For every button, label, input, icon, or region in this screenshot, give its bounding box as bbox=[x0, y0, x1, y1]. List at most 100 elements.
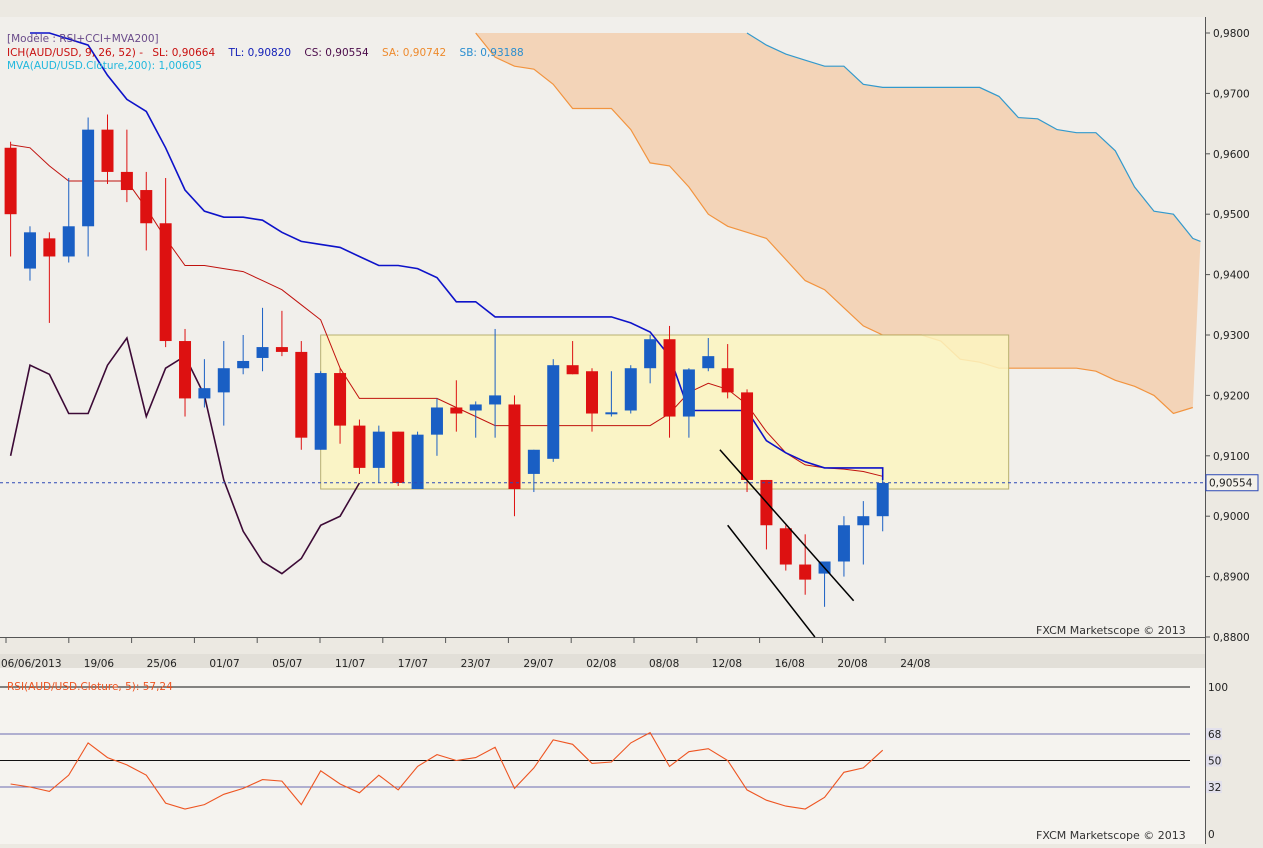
candle bbox=[82, 117, 95, 257]
candle bbox=[586, 368, 598, 432]
date-tick-label: 16/08 bbox=[775, 658, 805, 670]
candle bbox=[876, 479, 889, 532]
cloud-fill bbox=[475, 33, 1201, 414]
candle-body bbox=[586, 371, 598, 414]
rsi-tick-label: 0 bbox=[1208, 829, 1215, 841]
date-tick-label: 06/06/2013 bbox=[1, 658, 62, 670]
candle bbox=[159, 177, 172, 348]
price-tick-label: 0,8900 bbox=[1213, 572, 1250, 584]
candle-body bbox=[4, 147, 17, 215]
date-tick-label: 01/07 bbox=[209, 658, 239, 670]
candle-body bbox=[489, 395, 502, 405]
candle-body bbox=[353, 425, 366, 468]
candle-body bbox=[799, 564, 812, 580]
candle-body bbox=[275, 347, 288, 352]
candle-body bbox=[334, 373, 347, 426]
rsi-tick-label: 50 bbox=[1208, 756, 1221, 768]
candle-body bbox=[741, 392, 754, 480]
candle-body bbox=[527, 449, 540, 474]
candle bbox=[179, 328, 192, 417]
candle bbox=[101, 114, 114, 184]
rsi-level-badge bbox=[1206, 754, 1222, 767]
candle bbox=[663, 325, 676, 438]
legend-sb: SB: 0,93188 bbox=[460, 47, 524, 59]
trendline bbox=[719, 449, 855, 602]
candle-body bbox=[256, 347, 269, 358]
date-tick-label: 02/08 bbox=[586, 658, 616, 670]
candle bbox=[198, 359, 211, 408]
candle-body bbox=[120, 171, 133, 191]
date-tick-label: 29/07 bbox=[523, 658, 553, 670]
candle bbox=[682, 368, 695, 438]
candle bbox=[489, 328, 502, 438]
tenkan-sen-line bbox=[30, 32, 884, 480]
candle-body bbox=[837, 525, 850, 562]
legend-ichimoku: ICH(AUD/USD, 9, 26, 52) - SL: 0,90664 TL… bbox=[7, 47, 524, 59]
candle-body bbox=[179, 341, 192, 399]
candle-body bbox=[295, 351, 308, 438]
candle-body bbox=[547, 365, 560, 459]
candle bbox=[721, 344, 734, 399]
candle-body bbox=[82, 129, 95, 227]
date-tick-label: 20/08 bbox=[837, 658, 867, 670]
candle-body bbox=[159, 223, 172, 342]
date-tick-label: 25/06 bbox=[147, 658, 178, 670]
price-tick-label: 0,9400 bbox=[1213, 270, 1250, 282]
legend-tl: TL: 0,90820 bbox=[228, 47, 292, 59]
rsi-level-badge bbox=[1206, 728, 1222, 741]
candle bbox=[779, 525, 792, 571]
senkou-span-b-line bbox=[746, 32, 1201, 242]
candle-body bbox=[876, 482, 889, 517]
date-tick-label: 08/08 bbox=[649, 658, 679, 670]
legend-ich-label: ICH(AUD/USD, 9, 26, 52) - bbox=[7, 47, 143, 59]
candle bbox=[644, 335, 657, 384]
senkou-span-a-line bbox=[475, 32, 1193, 415]
candle bbox=[217, 341, 230, 426]
candle bbox=[469, 401, 482, 438]
candle bbox=[4, 141, 17, 257]
candle-body bbox=[372, 431, 385, 468]
candle bbox=[62, 177, 75, 263]
date-tick-label: 23/07 bbox=[461, 658, 491, 670]
rsi-line bbox=[10, 731, 884, 810]
candle-body bbox=[682, 369, 695, 417]
candle bbox=[547, 359, 560, 462]
watermark-main: FXCM Marketscope © 2013 bbox=[1036, 624, 1186, 637]
price-tick-label: 0,9600 bbox=[1213, 149, 1250, 161]
price-tick-label: 0,9200 bbox=[1213, 390, 1250, 402]
candle-body bbox=[392, 431, 405, 483]
candle-body bbox=[566, 365, 579, 375]
price-tick-label: 0,9000 bbox=[1213, 511, 1250, 523]
price-axis: 0,9800 0,9700 0,9600 0,9500 0,9400 0,9300 0,92… bbox=[1205, 28, 1250, 644]
candle-body bbox=[624, 368, 637, 411]
candle bbox=[857, 501, 870, 565]
date-tick-label: 17/07 bbox=[398, 658, 428, 670]
rsi-tick-label: 68 bbox=[1208, 729, 1221, 741]
candle-body bbox=[430, 407, 443, 435]
candle bbox=[527, 449, 540, 493]
date-axis: 06/06/2013 19/06 25/06 01/07 05/07 11/07 17/07… bbox=[1, 637, 930, 670]
panel-separator[interactable] bbox=[0, 654, 1205, 668]
candle-body bbox=[469, 404, 482, 411]
current-price-badge bbox=[1205, 474, 1259, 492]
date-axis-panel bbox=[0, 637, 1205, 654]
candle-body bbox=[721, 368, 734, 393]
rsi-legend: RSI(AUD/USD.Cloture, 5): 57,24 bbox=[7, 681, 173, 693]
candle bbox=[295, 341, 308, 450]
price-tick-label: 0,9300 bbox=[1213, 330, 1250, 342]
candle bbox=[741, 389, 754, 493]
trendline bbox=[727, 524, 816, 638]
candle bbox=[605, 371, 618, 417]
candle-body bbox=[663, 339, 676, 417]
rsi-level-badge bbox=[1206, 780, 1222, 793]
legend-mva: MVA(AUD/USD.Cloture,200): 1,00605 bbox=[7, 60, 202, 72]
trendlines bbox=[719, 449, 855, 638]
candle-body bbox=[23, 232, 36, 269]
watermark-rsi: FXCM Marketscope © 2013 bbox=[1036, 829, 1186, 842]
candle bbox=[837, 516, 850, 577]
candle bbox=[256, 307, 269, 372]
candle bbox=[334, 368, 347, 444]
candle bbox=[140, 171, 153, 251]
candle-body bbox=[644, 339, 657, 369]
